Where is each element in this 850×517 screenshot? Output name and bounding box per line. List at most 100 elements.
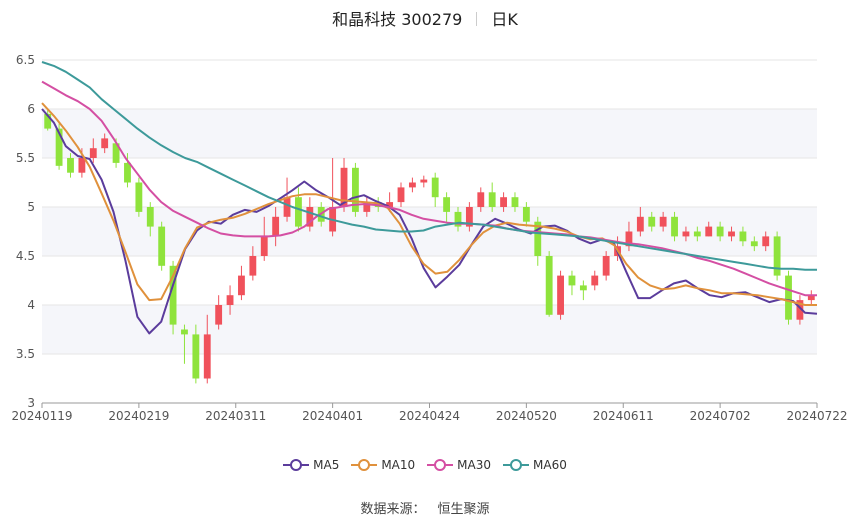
- legend-item-ma5[interactable]: MA5: [283, 458, 339, 472]
- candle-body: [352, 167, 359, 212]
- legend-swatch: [351, 459, 378, 471]
- x-tick-label: 20240311: [205, 409, 266, 423]
- candle-body: [522, 207, 530, 222]
- y-tick-label: 4: [27, 298, 35, 312]
- legend-label: MA5: [313, 458, 340, 472]
- candle-body: [272, 216, 280, 237]
- candle-body: [181, 329, 188, 335]
- legend-item-ma60[interactable]: MA60: [503, 458, 567, 472]
- candle-body: [625, 231, 633, 247]
- candle-body: [363, 202, 371, 212]
- y-tick-label: 6: [27, 102, 35, 116]
- source-name: 恒生聚源: [437, 502, 490, 517]
- x-tick-label: 20240722: [786, 409, 847, 423]
- candle-body: [192, 334, 200, 379]
- candle-body: [158, 226, 166, 266]
- chart-title: 和晶科技 300279 日K: [0, 6, 850, 30]
- candle-body: [112, 143, 120, 163]
- candle-body: [534, 221, 542, 256]
- legend-label: MA60: [533, 458, 567, 472]
- candle-body: [465, 207, 473, 227]
- y-tick-label: 5.5: [16, 151, 35, 165]
- candle-body: [135, 182, 143, 212]
- y-tick-label: 6.5: [16, 53, 35, 67]
- data-source: 数据来源： 恒生聚源: [0, 498, 850, 517]
- candle-body: [249, 256, 257, 276]
- legend-label: MA30: [457, 458, 492, 472]
- candle-body: [773, 236, 781, 276]
- candle-body: [169, 265, 177, 325]
- candle-body: [636, 216, 644, 232]
- candle-body: [785, 275, 792, 320]
- candle-body: [705, 226, 713, 237]
- grid-band: [42, 305, 817, 354]
- candle-body: [682, 231, 690, 237]
- legend: MA5 MA10 MA30 MA60: [0, 458, 850, 474]
- period-label: 日K: [491, 10, 518, 29]
- grid-band: [42, 109, 817, 158]
- x-tick-label: 20240119: [11, 409, 72, 423]
- candle-body: [454, 211, 462, 227]
- candle-body: [408, 182, 416, 188]
- candle-body: [443, 197, 451, 212]
- candle-body: [500, 197, 507, 207]
- legend-swatch: [427, 459, 454, 471]
- candle-body: [55, 128, 63, 166]
- legend-item-ma30[interactable]: MA30: [427, 458, 491, 472]
- candle-body: [477, 192, 485, 207]
- candle-body: [124, 162, 131, 183]
- candle-body: [306, 207, 314, 227]
- candle-body: [557, 275, 564, 315]
- y-tick-label: 4.5: [16, 249, 35, 263]
- candle-body: [215, 305, 223, 325]
- candle-body: [386, 202, 394, 207]
- stock-name-code: 和晶科技 300279: [332, 10, 463, 29]
- candle-body: [591, 275, 599, 286]
- x-tick-label: 20240520: [496, 409, 557, 423]
- x-tick-label: 20240611: [593, 409, 654, 423]
- candle-body: [728, 231, 735, 237]
- series-line-ma5: [41, 108, 818, 335]
- series-line-ma10: [41, 102, 817, 306]
- candle-body: [648, 216, 656, 227]
- candle-body: [807, 295, 815, 301]
- candle-body: [568, 275, 576, 286]
- candle-body: [203, 334, 211, 379]
- candle-body: [579, 285, 587, 291]
- y-tick-label: 3: [27, 396, 35, 410]
- candle-body: [146, 207, 154, 227]
- x-tick-label: 20240401: [302, 409, 363, 423]
- candle-body: [101, 138, 109, 149]
- candle-body: [716, 226, 724, 237]
- candle-body: [260, 236, 268, 256]
- candle-body: [545, 256, 553, 315]
- candle-body: [89, 148, 97, 158]
- y-tick-label: 5: [27, 200, 35, 214]
- legend-swatch: [283, 459, 310, 471]
- candle-body: [488, 192, 496, 207]
- candle-body: [226, 295, 234, 305]
- candle-body: [78, 158, 86, 173]
- source-label: 数据来源：: [360, 502, 426, 517]
- candle-body: [750, 241, 758, 247]
- candle-body: [397, 187, 405, 203]
- candle-body: [238, 275, 245, 296]
- candle-body: [693, 231, 701, 237]
- candle-body: [671, 216, 678, 237]
- x-tick-label: 20240702: [690, 409, 751, 423]
- candle-body: [602, 256, 610, 276]
- y-tick-label: 3.5: [16, 347, 35, 361]
- candle-body: [762, 236, 770, 247]
- candle-body: [659, 216, 667, 227]
- x-tick-label: 20240424: [399, 409, 460, 423]
- x-tick-label: 20240219: [108, 409, 169, 423]
- candle-body: [511, 197, 519, 207]
- candle-body: [796, 300, 804, 320]
- candle-body: [739, 231, 747, 242]
- legend-item-ma10[interactable]: MA10: [351, 458, 415, 472]
- candle-body: [340, 167, 348, 207]
- legend-label: MA10: [381, 458, 416, 472]
- candle-body: [295, 197, 302, 227]
- candle-body: [44, 113, 52, 129]
